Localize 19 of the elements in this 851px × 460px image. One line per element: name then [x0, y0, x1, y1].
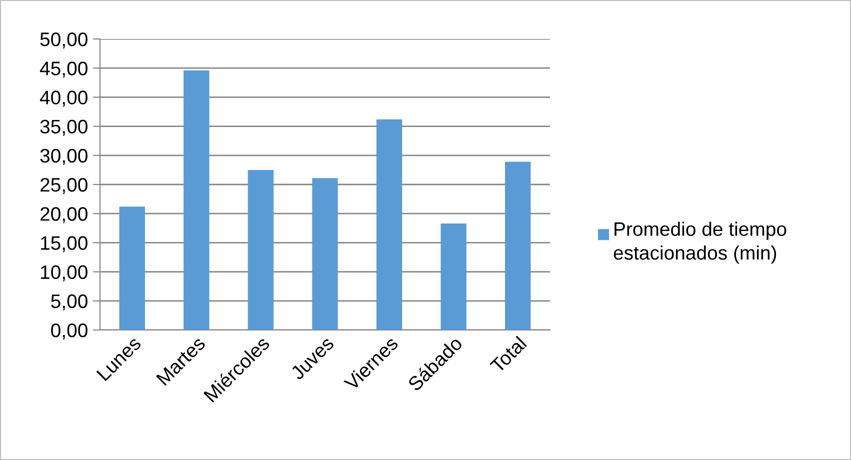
y-tick-label: 15,00 [41, 236, 88, 252]
bar [312, 178, 338, 330]
bar [505, 162, 531, 330]
y-tick-label: 10,00 [41, 265, 88, 282]
y-tick-label: 30,00 [40, 148, 88, 165]
bar [119, 206, 145, 330]
bar [184, 70, 210, 330]
y-tick-label: 5,00 [51, 294, 88, 310]
y-tick-label: 25,00 [40, 178, 88, 194]
y-tick-label: 45,00 [40, 62, 88, 78]
y-tick-label: 50,00 [40, 32, 88, 49]
y-tick-label: 0,00 [51, 323, 88, 340]
y-tick-label: 40,00 [40, 90, 88, 107]
bar [376, 119, 402, 330]
bar [248, 170, 274, 330]
bar [440, 223, 466, 330]
legend-label: Promedio de tiempo estacionados (min) [614, 222, 786, 264]
y-tick-label: 35,00 [40, 120, 88, 136]
y-tick-label: 20,00 [40, 207, 88, 224]
